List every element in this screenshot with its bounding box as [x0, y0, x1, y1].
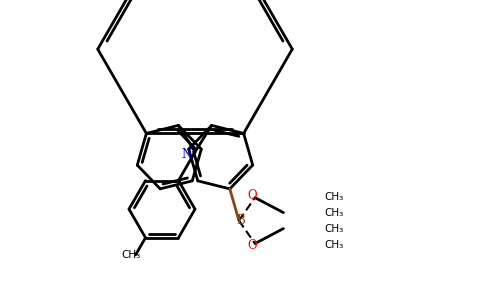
Text: N: N: [182, 148, 192, 160]
Text: O: O: [247, 239, 257, 252]
Text: CH₃: CH₃: [121, 250, 140, 260]
Text: CH₃: CH₃: [324, 192, 344, 202]
Text: CH₃: CH₃: [324, 224, 344, 234]
Text: CH₃: CH₃: [324, 240, 344, 250]
Text: CH₃: CH₃: [324, 208, 344, 218]
Text: B: B: [237, 214, 245, 227]
Text: O: O: [247, 189, 257, 202]
